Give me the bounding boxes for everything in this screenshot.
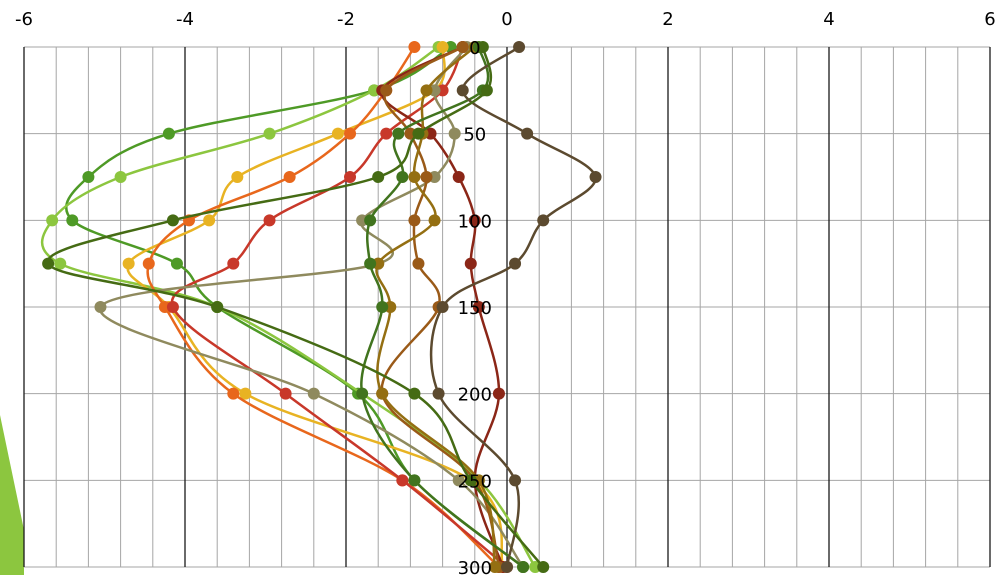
data-point (396, 171, 409, 183)
data-point (509, 474, 522, 487)
data-point (452, 171, 465, 183)
y-tick-label: 200 (458, 385, 492, 406)
data-point (372, 171, 385, 183)
data-point (166, 301, 179, 313)
data-point (408, 214, 421, 227)
x-tick-label: 0 (501, 9, 512, 30)
data-point (452, 474, 465, 487)
data-point (162, 127, 175, 140)
data-point (464, 257, 477, 270)
data-point (307, 387, 320, 400)
data-point (42, 257, 55, 270)
data-point (501, 561, 513, 573)
data-point (227, 257, 240, 270)
series-12 (42, 41, 550, 573)
series-11 (429, 41, 602, 573)
data-point (408, 474, 421, 487)
data-point (464, 474, 477, 487)
data-point (488, 561, 501, 573)
data-point (420, 84, 433, 97)
data-point (263, 127, 276, 140)
data-point (279, 387, 292, 400)
decorative-green-wedge (0, 415, 24, 575)
data-point (283, 171, 296, 183)
data-point (54, 257, 67, 270)
data-point (114, 171, 127, 183)
x-tick-label: 2 (662, 9, 673, 30)
data-point (94, 301, 107, 313)
data-point (468, 214, 481, 227)
y-tick-label: 50 (463, 125, 486, 146)
data-point (82, 171, 95, 183)
x-tick-label: -6 (15, 9, 33, 30)
y-tick-label: 150 (458, 298, 492, 319)
data-point (203, 214, 216, 227)
data-point (428, 214, 441, 227)
data-point (344, 127, 357, 140)
data-point (239, 387, 252, 400)
data-point (392, 127, 405, 140)
data-point (46, 214, 59, 227)
data-point (170, 257, 183, 270)
data-point (356, 387, 369, 400)
data-point (376, 387, 389, 400)
y-tick-label: 100 (458, 211, 492, 232)
data-point (412, 127, 425, 140)
data-point (456, 41, 469, 53)
series-layer (40, 41, 602, 573)
y-tick-label: 250 (458, 471, 492, 492)
data-point (537, 561, 550, 573)
data-point (331, 127, 344, 140)
data-point (436, 41, 449, 53)
data-point (142, 257, 155, 270)
data-point (66, 214, 79, 227)
data-point (517, 561, 530, 573)
data-point (492, 387, 505, 400)
data-point (436, 301, 449, 313)
data-point (509, 257, 522, 270)
data-point (227, 387, 240, 400)
data-point (589, 171, 602, 183)
data-point (537, 214, 550, 227)
data-point (408, 41, 421, 53)
data-point (344, 171, 357, 183)
series-4 (142, 41, 505, 573)
data-point (448, 127, 461, 140)
y-tick-label: 0 (469, 38, 480, 59)
data-point (263, 214, 276, 227)
data-point (408, 387, 421, 400)
data-point (231, 171, 244, 183)
data-point (432, 387, 445, 400)
data-point (513, 41, 526, 53)
data-point (122, 257, 135, 270)
series-line (375, 46, 497, 568)
series-line (429, 45, 597, 568)
series-line (380, 45, 505, 568)
data-point (211, 301, 224, 313)
data-point (476, 41, 489, 53)
data-point (456, 84, 469, 97)
data-point (364, 214, 377, 227)
data-point (472, 301, 485, 313)
data-point (521, 127, 534, 140)
tick-labels: -6 -4 -2 0 2 4 6 0 50 100 150 200 250 300 (15, 9, 996, 575)
x-tick-label: -2 (337, 9, 355, 30)
y-tick-label: 300 (458, 558, 492, 575)
data-point (364, 257, 377, 270)
series-line (65, 45, 524, 568)
data-point (376, 301, 389, 313)
data-point (408, 171, 421, 183)
data-point (412, 257, 425, 270)
data-point (420, 171, 433, 183)
data-point (166, 214, 179, 227)
data-point (380, 84, 393, 97)
x-tick-label: 4 (823, 9, 834, 30)
data-point (480, 84, 493, 97)
data-point (396, 474, 409, 487)
data-point (380, 127, 393, 140)
x-tick-label: -4 (176, 9, 194, 30)
x-tick-label: 6 (984, 9, 995, 30)
